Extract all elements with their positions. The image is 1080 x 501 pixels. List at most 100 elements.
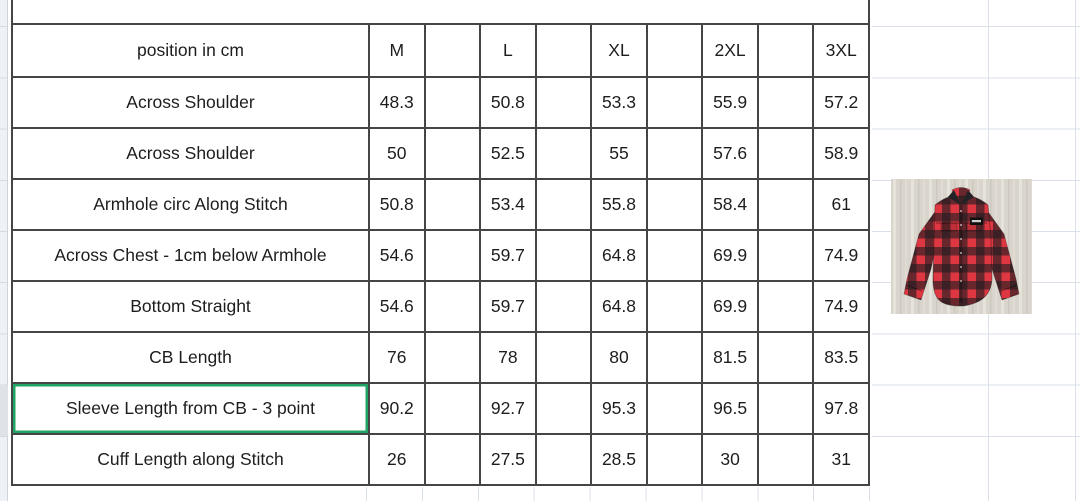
- empty-cell[interactable]: [423, 229, 480, 280]
- empty-cell[interactable]: [756, 229, 813, 280]
- empty-cell[interactable]: [645, 382, 702, 433]
- empty-cell[interactable]: [645, 76, 702, 127]
- empty-cell[interactable]: [423, 127, 480, 178]
- row-label-cell[interactable]: CB Length: [13, 331, 368, 382]
- empty-cell[interactable]: [645, 280, 702, 331]
- value-cell-3xl[interactable]: 31: [812, 433, 868, 484]
- value-cell-2xl[interactable]: 58.4: [701, 178, 757, 229]
- empty-cell[interactable]: [534, 229, 591, 280]
- value-cell-l[interactable]: 92.7: [479, 382, 535, 433]
- value-cell-3xl[interactable]: 97.8: [812, 382, 868, 433]
- row-label-cell[interactable]: Across Shoulder: [13, 76, 368, 127]
- empty-cell[interactable]: [756, 382, 813, 433]
- value-cell-xl[interactable]: 55: [590, 127, 646, 178]
- empty-cell[interactable]: [423, 280, 480, 331]
- empty-cell[interactable]: [534, 127, 591, 178]
- empty-cell[interactable]: [423, 433, 480, 484]
- empty-cell[interactable]: [423, 382, 480, 433]
- empty-cell[interactable]: [756, 433, 813, 484]
- empty-cell[interactable]: [645, 433, 702, 484]
- empty-cell[interactable]: [645, 25, 702, 76]
- empty-cell[interactable]: [756, 178, 813, 229]
- empty-cell[interactable]: [534, 25, 591, 76]
- row-label-cell[interactable]: Across Shoulder: [13, 127, 368, 178]
- value-cell-m[interactable]: 50: [368, 127, 424, 178]
- header-size-2xl[interactable]: 2XL: [701, 25, 757, 76]
- value-cell-2xl[interactable]: 30: [701, 433, 757, 484]
- empty-cell[interactable]: [534, 433, 591, 484]
- empty-merged-top-row[interactable]: [13, 0, 868, 25]
- empty-cell[interactable]: [756, 331, 813, 382]
- value-cell-3xl[interactable]: 74.9: [812, 229, 868, 280]
- value-cell-xl[interactable]: 64.8: [590, 280, 646, 331]
- empty-cell[interactable]: [534, 280, 591, 331]
- value-cell-xl[interactable]: 53.3: [590, 76, 646, 127]
- empty-cell[interactable]: [756, 127, 813, 178]
- selected-cell-sleeve-length[interactable]: Sleeve Length from CB - 3 point: [13, 382, 368, 433]
- value-cell-2xl[interactable]: 69.9: [701, 280, 757, 331]
- empty-cell[interactable]: [534, 76, 591, 127]
- value-cell-3xl[interactable]: 57.2: [812, 76, 868, 127]
- value-cell-2xl[interactable]: 55.9: [701, 76, 757, 127]
- active-row-header-highlight: [0, 385, 8, 436]
- value-cell-2xl[interactable]: 57.6: [701, 127, 757, 178]
- empty-cell[interactable]: [423, 331, 480, 382]
- empty-cell[interactable]: [645, 127, 702, 178]
- value-cell-3xl[interactable]: 74.9: [812, 280, 868, 331]
- empty-cell[interactable]: [756, 280, 813, 331]
- value-cell-m[interactable]: 48.3: [368, 76, 424, 127]
- brand-label: [970, 217, 983, 225]
- value-cell-3xl[interactable]: 83.5: [812, 331, 868, 382]
- empty-cell[interactable]: [756, 76, 813, 127]
- value-cell-xl[interactable]: 80: [590, 331, 646, 382]
- empty-cell[interactable]: [645, 178, 702, 229]
- header-size-3xl[interactable]: 3XL: [812, 25, 868, 76]
- row-label-cell[interactable]: Cuff Length along Stitch: [13, 433, 368, 484]
- sheet-gridlines-below-table: [366, 487, 872, 501]
- header-size-l[interactable]: L: [479, 25, 535, 76]
- empty-cell[interactable]: [423, 178, 480, 229]
- empty-cell[interactable]: [645, 331, 702, 382]
- value-cell-xl[interactable]: 64.8: [590, 229, 646, 280]
- value-cell-l[interactable]: 27.5: [479, 433, 535, 484]
- value-cell-l[interactable]: 59.7: [479, 280, 535, 331]
- value-cell-m[interactable]: 76: [368, 331, 424, 382]
- value-cell-l[interactable]: 53.4: [479, 178, 535, 229]
- value-cell-l[interactable]: 50.8: [479, 76, 535, 127]
- value-cell-l[interactable]: 59.7: [479, 229, 535, 280]
- empty-cell[interactable]: [756, 25, 813, 76]
- row-label-cell[interactable]: Across Chest - 1cm below Armhole: [13, 229, 368, 280]
- value-cell-xl[interactable]: 55.8: [590, 178, 646, 229]
- empty-cell[interactable]: [423, 25, 480, 76]
- product-photo-flannel-shirt[interactable]: [891, 179, 1032, 314]
- empty-cell[interactable]: [534, 382, 591, 433]
- value-cell-m[interactable]: 26: [368, 433, 424, 484]
- value-cell-l[interactable]: 52.5: [479, 127, 535, 178]
- value-cell-m[interactable]: 54.6: [368, 229, 424, 280]
- empty-cell[interactable]: [645, 229, 702, 280]
- header-size-m[interactable]: M: [368, 25, 424, 76]
- header-size-xl[interactable]: XL: [590, 25, 646, 76]
- row-label-cell[interactable]: Armhole circ Along Stitch: [13, 178, 368, 229]
- value-cell-2xl[interactable]: 69.9: [701, 229, 757, 280]
- size-chart-grid: position in cm M L XL 2XL 3XL Across Sho…: [13, 25, 868, 484]
- value-cell-m[interactable]: 50.8: [368, 178, 424, 229]
- flannel-shirt: [903, 187, 1020, 307]
- value-cell-2xl[interactable]: 96.5: [701, 382, 757, 433]
- value-cell-3xl[interactable]: 61: [812, 178, 868, 229]
- size-chart-table: position in cm M L XL 2XL 3XL Across Sho…: [11, 0, 870, 486]
- row-label-cell[interactable]: Bottom Straight: [13, 280, 368, 331]
- empty-cell[interactable]: [534, 178, 591, 229]
- value-cell-2xl[interactable]: 81.5: [701, 331, 757, 382]
- row-header-margin: [0, 0, 8, 501]
- value-cell-3xl[interactable]: 58.9: [812, 127, 868, 178]
- empty-cell[interactable]: [534, 331, 591, 382]
- value-cell-xl[interactable]: 95.3: [590, 382, 646, 433]
- header-position-cell[interactable]: position in cm: [137, 39, 244, 60]
- value-cell-m[interactable]: 54.6: [368, 280, 424, 331]
- value-cell-m[interactable]: 90.2: [368, 382, 424, 433]
- value-cell-l[interactable]: 78: [479, 331, 535, 382]
- empty-cell[interactable]: [423, 76, 480, 127]
- value-cell-xl[interactable]: 28.5: [590, 433, 646, 484]
